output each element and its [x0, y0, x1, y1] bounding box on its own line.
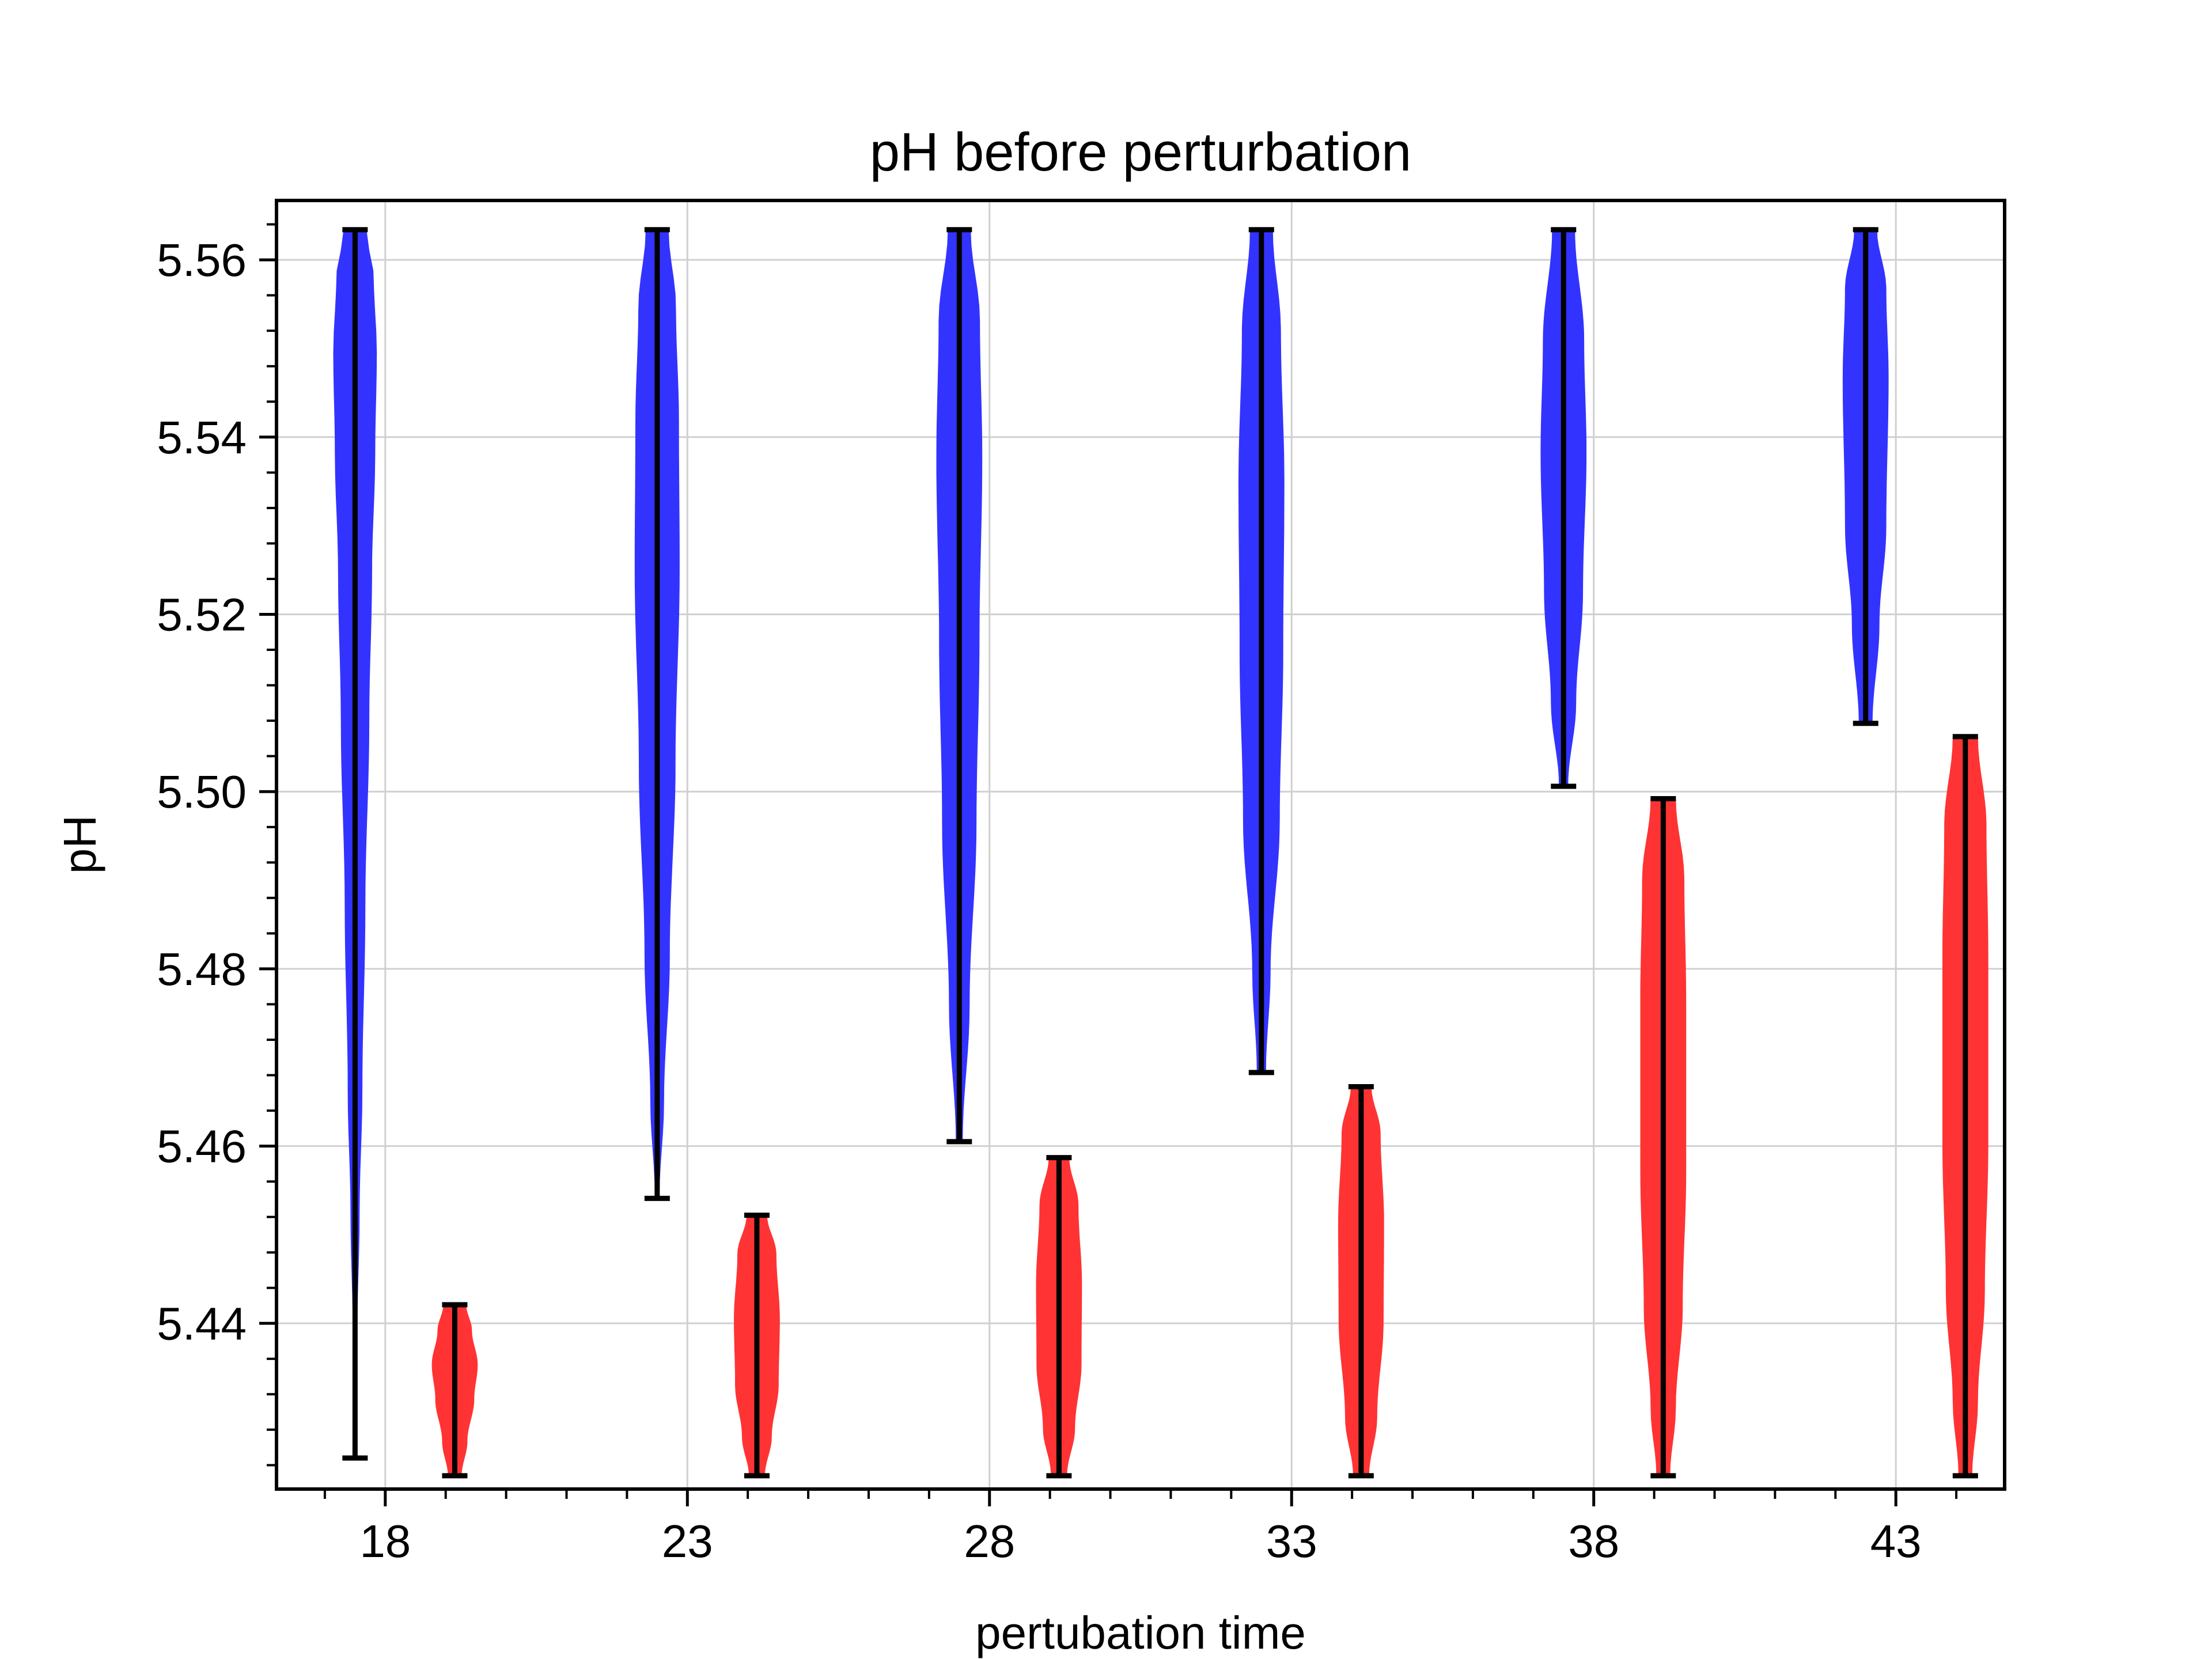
violin-group [1842, 227, 1889, 726]
y-tick-label: 5.50 [157, 766, 247, 817]
axis-ticks: 18 23 28 33 38 43 5.44 5.46 5.48 5.50 5.52 5.54 5.56 [157, 223, 1958, 1567]
violin-group [1036, 1155, 1082, 1479]
violin-group [1540, 227, 1587, 789]
y-tick-label: 5.52 [157, 589, 247, 640]
x-tick-label: 33 [1266, 1516, 1317, 1567]
grid-lines [276, 200, 2005, 1489]
x-axis-label: pertubation time [975, 1607, 1306, 1658]
y-tick-label: 5.48 [157, 944, 247, 995]
violin-group [431, 1302, 478, 1479]
y-tick-label: 5.54 [157, 412, 247, 463]
chart-title: pH before perturbation [870, 122, 1412, 182]
violin-group [333, 227, 377, 1461]
x-tick-label: 38 [1568, 1516, 1619, 1567]
y-tick-label: 5.44 [157, 1298, 247, 1349]
violin-group [936, 227, 983, 1145]
violin-group [1338, 1084, 1384, 1479]
y-axis-label: pH [54, 815, 105, 874]
y-tick-label: 5.56 [157, 234, 247, 286]
violin-group [1238, 227, 1285, 1075]
violins [333, 227, 1988, 1479]
x-tick-label: 43 [1870, 1516, 1922, 1567]
violin-group [1942, 734, 1988, 1479]
violin-group [734, 1213, 780, 1479]
plot-frame [275, 199, 2006, 1491]
x-tick-label: 23 [662, 1516, 713, 1567]
violin-group [1640, 796, 1687, 1479]
violin-group [634, 227, 680, 1201]
x-tick-label: 18 [359, 1516, 411, 1567]
y-tick-label: 5.46 [157, 1121, 247, 1172]
x-tick-label: 28 [964, 1516, 1015, 1567]
